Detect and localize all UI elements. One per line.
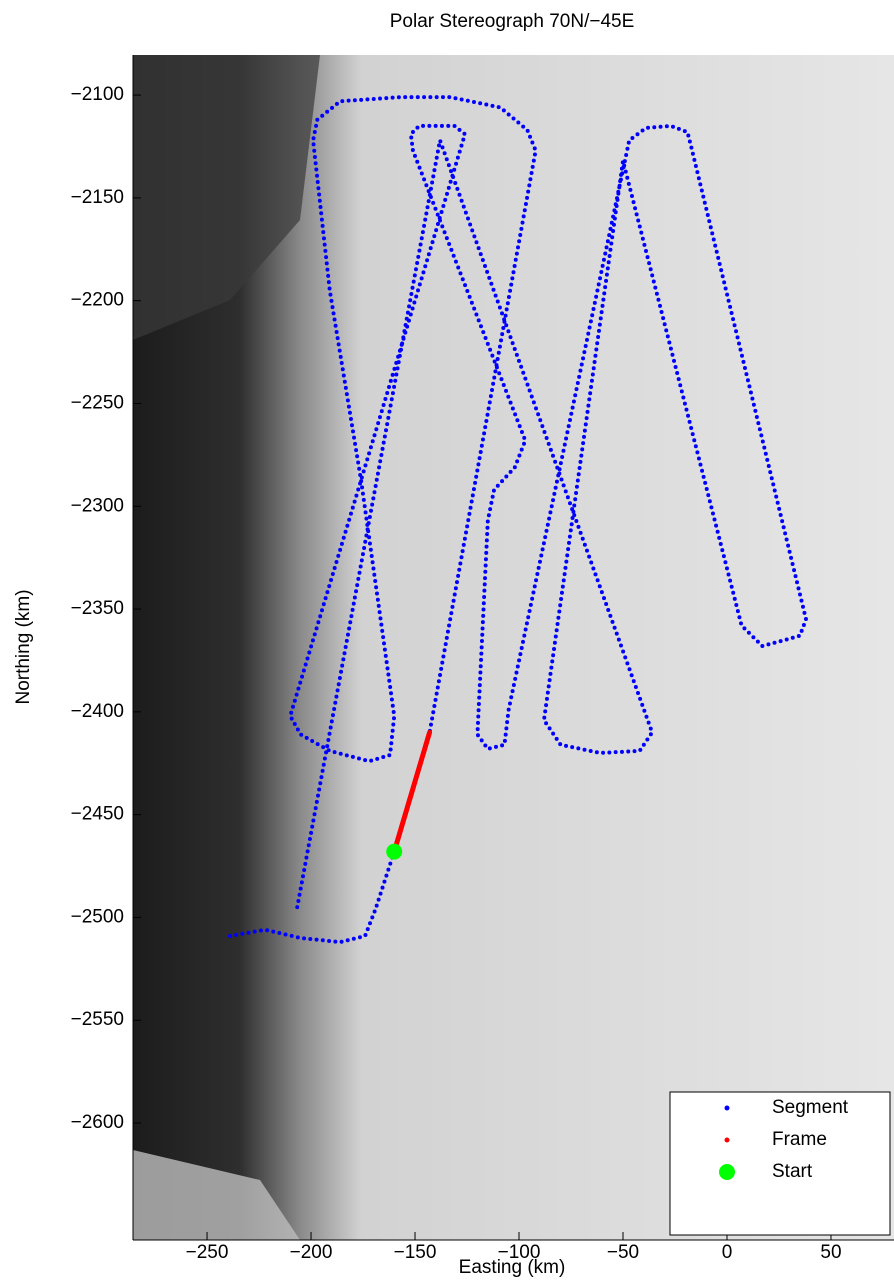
y-tick-label: −2300 [71, 495, 124, 516]
chart-title: Polar Stereograph 70N/−45E [390, 11, 635, 32]
legend-marker [724, 1105, 730, 1111]
x-tick-label: −100 [498, 1242, 541, 1263]
y-tick-label: −2400 [71, 701, 124, 722]
x-tick-label: −150 [394, 1242, 437, 1263]
y-tick-label: −2550 [71, 1009, 124, 1030]
legend-marker [719, 1164, 735, 1180]
y-tick-label: −2600 [71, 1112, 124, 1133]
x-tick-label: −200 [290, 1242, 333, 1263]
y-tick-label: −2200 [71, 290, 124, 311]
y-tick-label: −2150 [71, 187, 124, 208]
x-tick-label: −50 [607, 1242, 639, 1263]
x-tick-label: 0 [722, 1242, 733, 1263]
y-tick-label: −2350 [71, 598, 124, 619]
y-axis-label: Northing (km) [13, 589, 34, 704]
y-tick-label: −2250 [71, 392, 124, 413]
terrain [133, 1150, 300, 1240]
legend-label: Start [772, 1161, 813, 1182]
legend-label: Segment [772, 1097, 849, 1118]
x-tick-label: 50 [820, 1242, 841, 1263]
frame-path [391, 729, 433, 855]
terrain [133, 55, 320, 340]
segment-path [227, 95, 809, 945]
legend-box [669, 1091, 891, 1236]
x-axis-label: Easting (km) [459, 1257, 566, 1278]
x-tick-label: −250 [186, 1242, 229, 1263]
y-tick-label: −2100 [71, 84, 124, 105]
y-tick-label: −2500 [71, 906, 124, 927]
y-tick-label: −2450 [71, 804, 124, 825]
legend-label: Frame [772, 1129, 827, 1150]
legend-marker [724, 1137, 730, 1143]
start-marker [386, 843, 403, 860]
